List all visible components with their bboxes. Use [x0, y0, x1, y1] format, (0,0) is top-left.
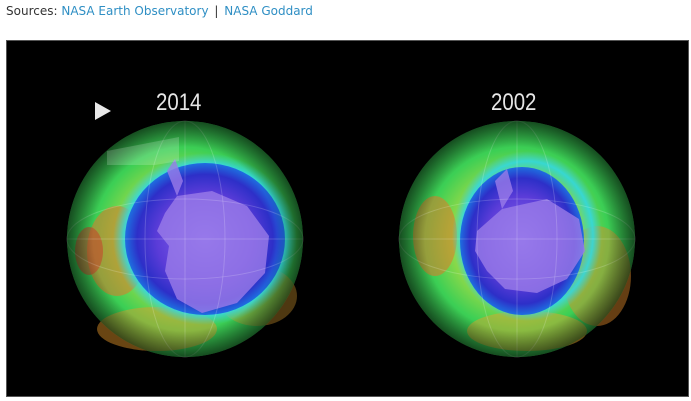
- link-nasa-earth-observatory[interactable]: NASA Earth Observatory: [61, 4, 209, 18]
- sources-line: Sources: NASA Earth Observatory | NASA G…: [6, 3, 313, 19]
- play-button[interactable]: [91, 99, 115, 123]
- sources-label: Sources:: [6, 4, 58, 18]
- year-label-2014: 2014: [156, 89, 202, 116]
- video-player[interactable]: 2014 2002: [6, 40, 689, 397]
- globe-2002: [398, 120, 636, 358]
- ozone-globes-image: [66, 120, 636, 358]
- link-nasa-goddard[interactable]: NASA Goddard: [224, 4, 313, 18]
- sources-separator: |: [214, 4, 219, 18]
- play-icon: [95, 102, 111, 120]
- globe-2014: [66, 120, 304, 358]
- year-label-2002: 2002: [491, 89, 537, 116]
